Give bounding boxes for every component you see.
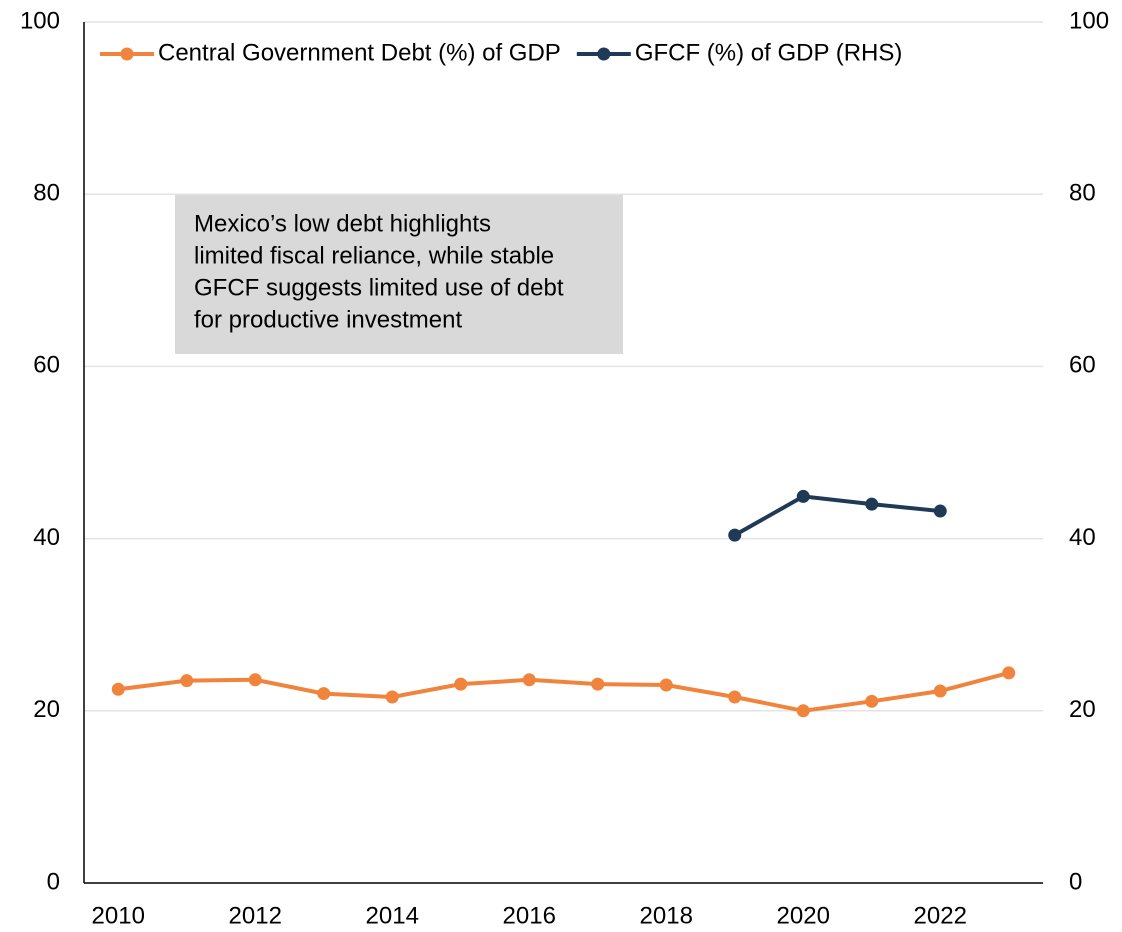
data-point <box>522 673 536 687</box>
legend-marker <box>120 47 134 61</box>
series-line <box>733 494 941 537</box>
data-point <box>796 704 810 718</box>
legend-label: Central Government Debt (%) of GDP <box>158 39 561 66</box>
data-point <box>1002 666 1016 680</box>
data-point <box>248 673 262 687</box>
y-tick-label: 100 <box>20 7 60 34</box>
data-point <box>454 677 468 691</box>
x-tick-label: 2020 <box>777 902 830 929</box>
legend-marker <box>597 47 611 61</box>
y-tick-label: 80 <box>33 180 60 207</box>
data-point <box>865 497 879 511</box>
y-tick-label: 20 <box>33 696 60 723</box>
annotation-text: for productive investment <box>194 306 462 333</box>
x-tick-label: 2010 <box>92 902 145 929</box>
x-tick-label: 2018 <box>640 902 693 929</box>
data-point <box>933 684 947 698</box>
y2-tick-label: 100 <box>1069 7 1109 34</box>
x-tick-label: 2022 <box>914 902 967 929</box>
y-tick-label: 60 <box>33 352 60 379</box>
data-point <box>796 489 810 503</box>
data-point <box>659 678 673 692</box>
annotation-box <box>175 195 623 354</box>
data-point <box>865 694 879 708</box>
y2-tick-label: 40 <box>1069 524 1096 551</box>
data-point <box>180 674 194 688</box>
x-tick-label: 2016 <box>503 902 556 929</box>
annotation-text: GFCF suggests limited use of debt <box>194 274 564 301</box>
data-point <box>591 677 605 691</box>
data-point <box>728 528 742 542</box>
data-point <box>933 504 947 518</box>
y2-tick-label: 60 <box>1069 352 1096 379</box>
x-tick-label: 2012 <box>229 902 282 929</box>
data-point <box>317 687 331 701</box>
y-tick-label: 0 <box>47 868 60 895</box>
y2-tick-label: 0 <box>1069 868 1082 895</box>
y2-tick-label: 20 <box>1069 696 1096 723</box>
y2-tick-label: 80 <box>1069 180 1096 207</box>
y-tick-label: 40 <box>33 524 60 551</box>
data-point <box>111 682 125 696</box>
legend-label: GFCF (%) of GDP (RHS) <box>635 39 903 66</box>
annotation-text: Mexico’s low debt highlights <box>194 210 491 237</box>
series-line <box>118 670 1010 713</box>
annotation-text: limited fiscal reliance, while stable <box>194 242 554 269</box>
data-point <box>728 690 742 704</box>
data-point <box>385 690 399 704</box>
x-tick-label: 2014 <box>366 902 419 929</box>
